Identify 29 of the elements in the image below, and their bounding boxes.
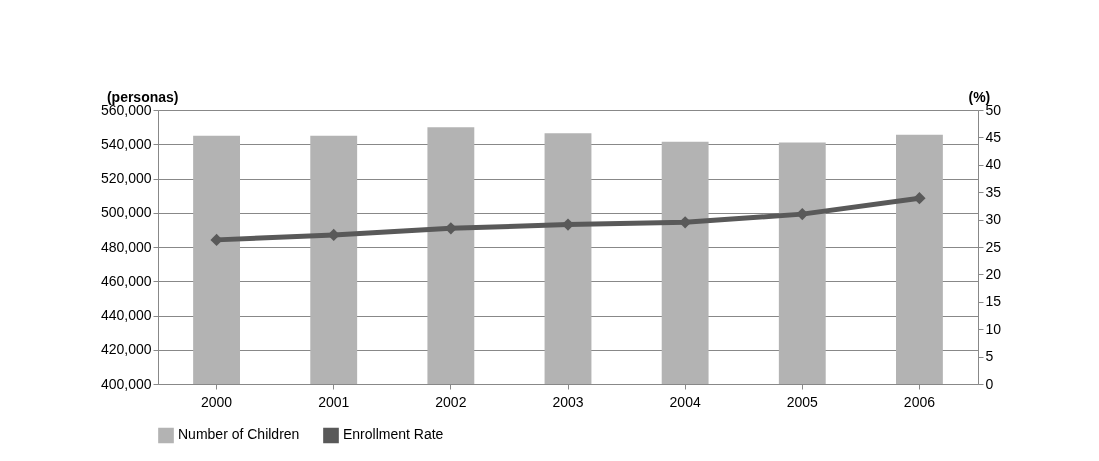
y-tick-label: 520,000 (100, 170, 152, 186)
x-tick-label: 2001 (318, 393, 350, 410)
point (327, 228, 340, 242)
legend-label: Number of Children (178, 426, 300, 443)
y-tick-label: 420,000 (100, 341, 152, 358)
y2-tick-label: 25 (985, 238, 1002, 255)
y2-tick-label: 10 (985, 320, 1002, 337)
y-tick-label: 540,000 (100, 135, 152, 152)
y2-tick-label: 35 (985, 183, 1002, 200)
x-tick-label: 2002 (435, 393, 467, 410)
y-tick-label: 440,000 (100, 307, 152, 323)
y2-tick-label: 0 (985, 375, 994, 392)
y-tick-label: 480,000 (100, 238, 152, 255)
y2-tick-label: 30 (985, 211, 1002, 228)
y2-tick-label: 15 (985, 293, 1002, 310)
y-tick-label: 460,000 (100, 272, 152, 289)
y2-axis-title: (%) (968, 88, 991, 105)
y2-tick-label: 5 (985, 348, 994, 365)
x-tick-label: 2006 (903, 393, 936, 410)
x-tick-label: 2000 (200, 393, 233, 410)
y-tick-label: 500,000 (100, 204, 152, 221)
legend-label: Enrollment Rate (343, 426, 444, 443)
y-tick-label: 400,000 (100, 375, 152, 392)
y2-tick-label: 40 (985, 156, 1002, 173)
y2-tick-label: 45 (985, 128, 1002, 145)
x-tick-label: 2004 (669, 393, 701, 410)
x-tick-label: 2003 (552, 393, 584, 410)
y2-tick-label: 20 (985, 265, 1002, 282)
x-tick-label: 2005 (786, 393, 819, 410)
